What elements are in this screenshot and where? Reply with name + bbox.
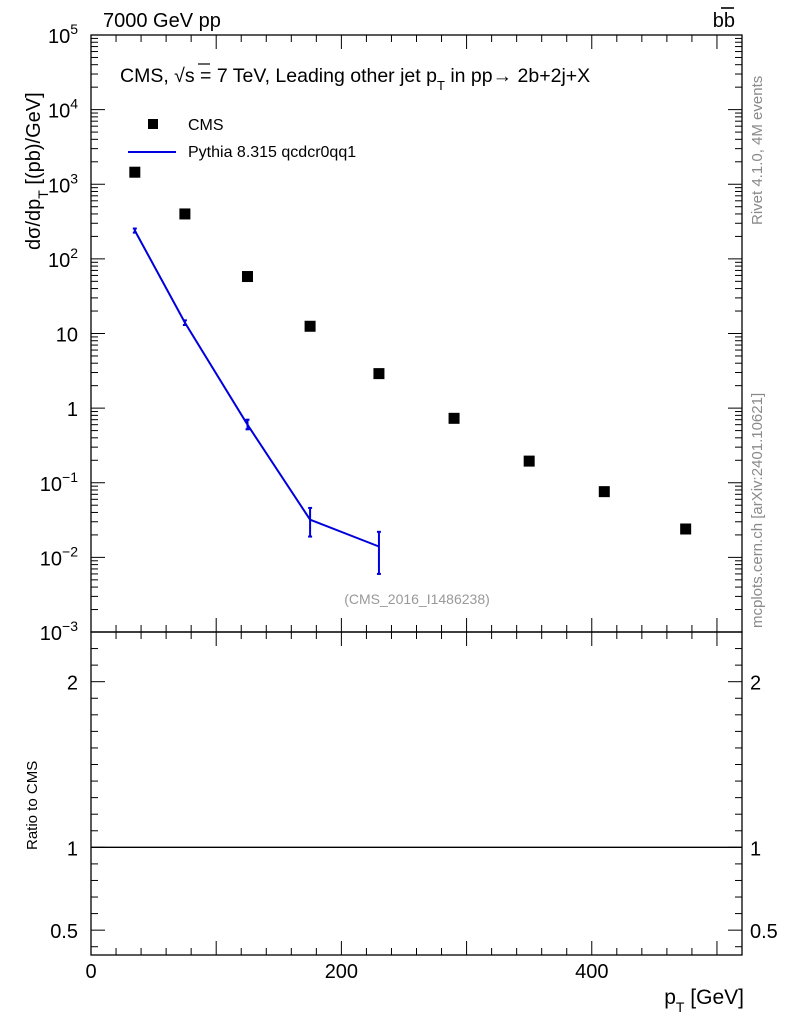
pythia-line: [133, 230, 380, 548]
x-tick-label: 0: [85, 961, 96, 983]
ratio-y-tick-label: 1: [67, 838, 78, 860]
legend-cms-label: CMS: [188, 117, 224, 134]
cms-data-point: [304, 320, 316, 332]
legend: CMS Pythia 8.315 qcdcr0qq1: [128, 117, 356, 161]
main-y-axis-label: dσ/dpT [(pb)/GeV]: [23, 92, 51, 250]
x-axis-label: pT [GeV]: [664, 986, 744, 1015]
main-y-tick-label: 1: [67, 399, 78, 421]
ratio-y-tick-label: 0.5: [50, 921, 78, 943]
ratio-y-tick-label-right: 2: [750, 673, 761, 695]
header-process-b: b: [713, 10, 724, 32]
ratio-y-axis-label: Ratio to CMS: [24, 761, 41, 850]
main-y-tick-label: 105: [48, 21, 78, 48]
header-collision: 7000 GeV pp: [103, 10, 221, 32]
main-y-tick-label: 10: [56, 325, 78, 347]
main-y-tick-label: 10−2: [40, 543, 78, 570]
x-tick-label: 400: [575, 961, 608, 983]
ratio-y-tick-label-right: 0.5: [750, 921, 778, 943]
cms-data-point: [523, 455, 535, 467]
main-y-tick-label: 102: [48, 245, 78, 272]
ratio-ytick-labels: 0.5 0.5 1 1 2 2: [50, 673, 778, 943]
cms-data-point: [598, 486, 610, 498]
main-y-tick-label: 104: [48, 96, 78, 123]
source-label: mcplots.cern.ch [arXiv:2401.10621]: [749, 393, 766, 628]
cms-data-point: [680, 523, 692, 535]
main-y-tick-label: 10−1: [40, 469, 78, 496]
legend-cms-marker: [148, 119, 158, 129]
legend-pythia-label: Pythia 8.315 qcdcr0qq1: [188, 144, 356, 161]
header-process-bbar: b: [724, 10, 735, 32]
main-series: [129, 166, 692, 575]
main-y-tick-label: 10−3: [40, 618, 78, 645]
main-panel: CMS, √s = 7 TeV, Leading other jet pT in…: [23, 21, 743, 645]
ratio-y-tick-label: 2: [67, 673, 78, 695]
header-process: bb: [713, 10, 735, 32]
cms-data-point: [373, 368, 385, 380]
main-y-tick-label: 103: [48, 170, 78, 197]
x-tick-labels: 0 200 400: [85, 961, 608, 983]
ratio-ticks: [90, 631, 743, 955]
cms-data-point: [448, 412, 460, 424]
ratio-panel: Ratio to CMS 0.5 0.5 1 1 2 2 0 200 400 pT [GeV]: [24, 631, 778, 1015]
x-tick-label: 200: [325, 961, 358, 983]
ratio-frame: [90, 631, 743, 956]
cms-data-point: [241, 271, 253, 283]
cms-data-point: [179, 208, 191, 220]
chart-title: CMS, √s = 7 TeV, Leading other jet pT in…: [120, 65, 590, 93]
cms-data-point: [129, 166, 141, 178]
ratio-y-tick-label-right: 1: [750, 838, 761, 860]
rivet-label: Rivet 4.1.0, 4M events: [749, 76, 766, 225]
watermark: (CMS_2016_I1486238): [344, 591, 490, 607]
